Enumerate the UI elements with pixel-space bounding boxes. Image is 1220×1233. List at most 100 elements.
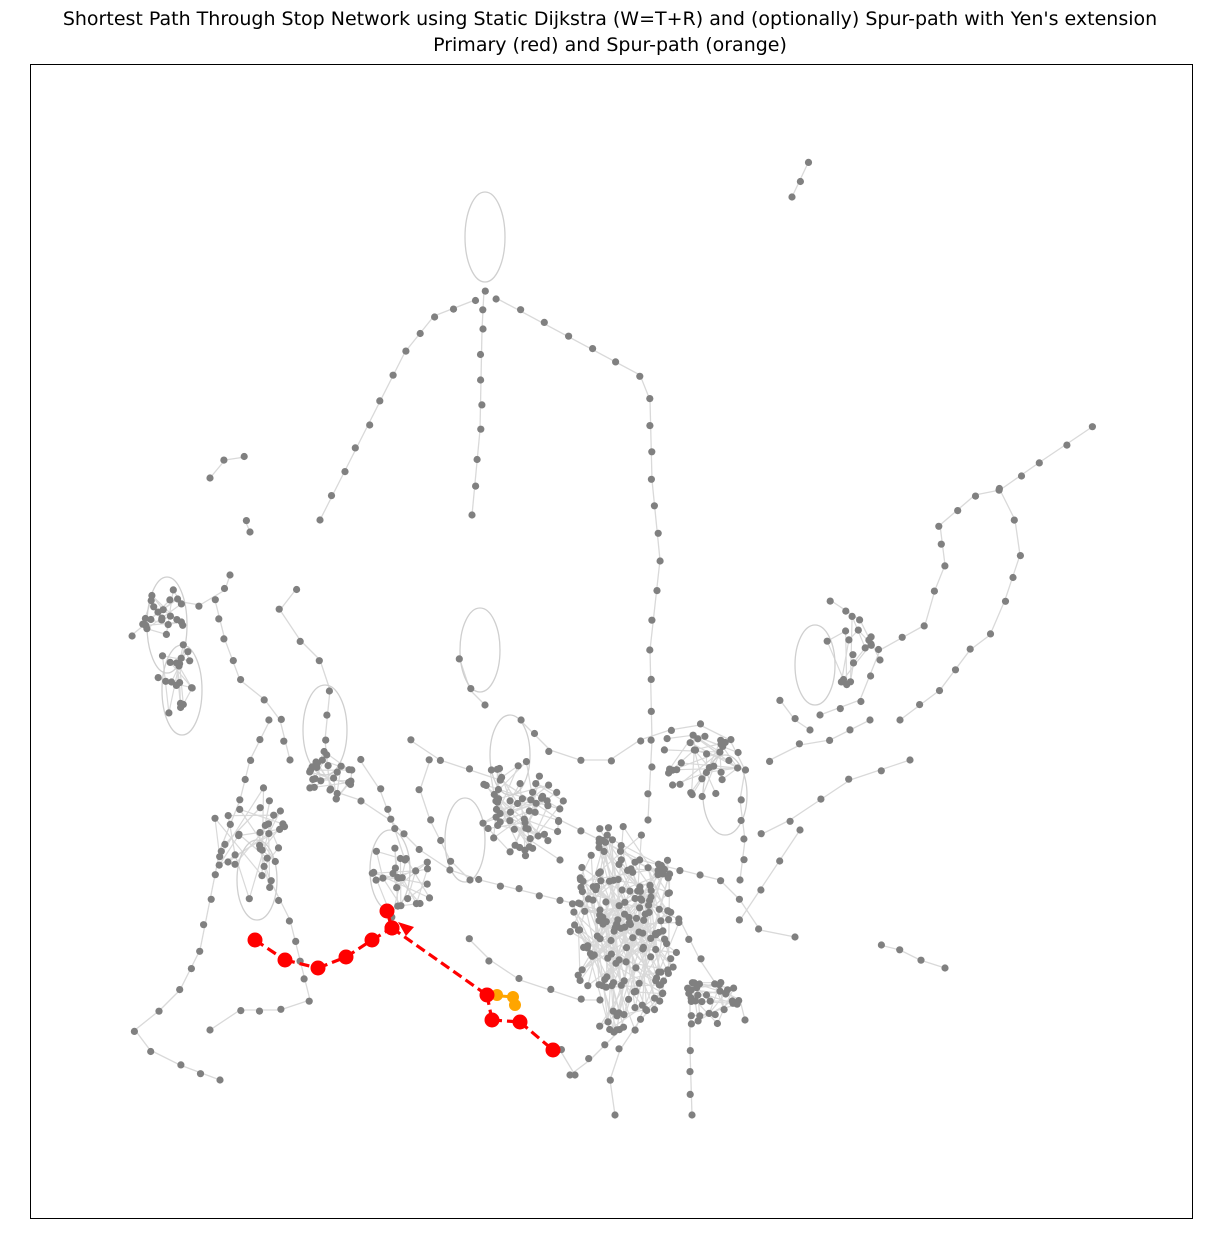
network-edge [359, 799, 391, 821]
stop-node [540, 830, 549, 838]
network-edge [614, 927, 647, 1010]
stop-node [465, 765, 474, 773]
stop-node [341, 468, 349, 476]
network-edge [519, 979, 551, 991]
stop-node [292, 937, 300, 946]
stop-node [635, 979, 643, 987]
stop-node [663, 940, 671, 948]
stop-node [848, 612, 856, 621]
stop-node [647, 934, 655, 943]
stop-node [648, 616, 656, 624]
stop-node [854, 626, 862, 634]
primary-path-node [277, 952, 293, 968]
stop-node [644, 864, 652, 872]
primary-path-node [484, 1012, 500, 1028]
stop-node [615, 902, 623, 910]
stop-node [930, 587, 939, 595]
network-edge [263, 866, 271, 888]
stop-node [515, 974, 523, 983]
stop-node [498, 773, 506, 782]
network-edge [419, 849, 451, 871]
stop-node [324, 762, 332, 770]
stop-node [211, 871, 219, 879]
stop-node [604, 824, 613, 832]
network-edge [264, 699, 281, 721]
stop-node [706, 997, 714, 1005]
stop-node [675, 918, 683, 927]
stop-node [691, 746, 700, 754]
stop-node [496, 818, 504, 826]
stop-node [604, 954, 612, 962]
stop-node [333, 789, 341, 798]
stop-node [619, 1023, 628, 1031]
stop-node [200, 921, 208, 929]
stop-node [412, 900, 420, 908]
stop-node [648, 448, 656, 456]
stop-node [667, 726, 676, 735]
network-edge [647, 739, 653, 821]
stop-node [416, 329, 424, 338]
network-edge [649, 559, 661, 651]
stop-node [632, 914, 641, 922]
stop-node [526, 835, 534, 843]
stop-node [1017, 472, 1026, 480]
network-edge [279, 999, 311, 1011]
stop-node [521, 846, 529, 854]
network-edge [605, 921, 608, 977]
stop-node [587, 851, 595, 859]
stop-node [737, 796, 745, 804]
stop-node [596, 825, 604, 833]
stop-node [898, 633, 906, 641]
stop-node [653, 974, 661, 982]
stop-node [659, 927, 667, 935]
stop-node [391, 844, 399, 852]
stop-node [664, 874, 672, 882]
stop-node [703, 750, 711, 758]
stop-node [521, 818, 529, 827]
stop-node [603, 831, 611, 839]
stop-node [176, 986, 184, 994]
stop-node [686, 739, 694, 747]
stop-node [176, 660, 184, 668]
stop-node [696, 871, 704, 879]
stop-node [652, 931, 660, 939]
stop-node [571, 1071, 579, 1079]
stop-node [657, 968, 665, 976]
stop-node [280, 737, 288, 745]
stop-node [669, 781, 677, 789]
network-edge [549, 749, 581, 761]
network-edge [134, 1009, 161, 1031]
stop-node [634, 887, 642, 895]
stop-node [264, 820, 273, 828]
stop-node [636, 372, 644, 380]
stop-node [468, 511, 476, 519]
network-edge [162, 655, 190, 662]
network-edge [638, 907, 648, 1011]
stop-node [823, 637, 831, 645]
stop-node [867, 641, 875, 649]
network-edge [849, 769, 881, 781]
stop-node [602, 898, 610, 906]
stop-node [603, 973, 611, 981]
stop-node [826, 736, 834, 745]
stop-node [941, 562, 949, 570]
stop-node [621, 898, 629, 906]
stop-node [669, 963, 677, 971]
stop-node [315, 657, 323, 665]
network-edge [469, 939, 491, 961]
stop-node [172, 681, 180, 690]
network-edge [611, 839, 615, 1033]
stop-node [330, 774, 338, 782]
stop-node [285, 917, 293, 925]
stop-node [514, 762, 522, 770]
stop-node [720, 1006, 728, 1014]
stop-node [256, 804, 264, 812]
stop-node [402, 347, 410, 355]
stop-node [612, 959, 620, 967]
self-loop-edge [444, 797, 486, 883]
stop-node [402, 855, 410, 863]
stop-node [357, 797, 365, 805]
stop-node [630, 988, 638, 996]
stop-node [735, 895, 744, 903]
network-edge [209, 1009, 241, 1031]
